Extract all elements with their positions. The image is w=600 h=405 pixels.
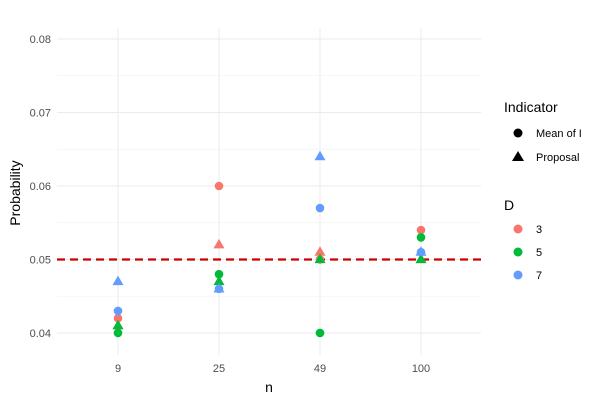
legend-label: Proposal <box>536 152 579 164</box>
point-proposal-d3 <box>314 246 326 256</box>
legend-key-circle <box>513 128 523 138</box>
x-tick-label: 9 <box>115 363 121 375</box>
point-proposal-d5 <box>415 253 427 264</box>
legend-d: D 3 5 7 <box>504 197 542 282</box>
point-proposal-d7 <box>112 275 124 286</box>
y-axis-title: Probability <box>7 160 23 225</box>
point-mean-of-i-d5 <box>315 328 325 338</box>
point-mean-of-i-d5 <box>113 328 123 338</box>
legend-key-d5 <box>513 247 523 257</box>
y-tick-label: 0.04 <box>30 328 51 340</box>
legend-key-d3 <box>513 224 523 234</box>
point-proposal-d5 <box>112 319 124 330</box>
legend-d-title: D <box>504 197 514 213</box>
x-tick-labels: 9 25 49 100 <box>115 363 430 375</box>
legend-label: 3 <box>536 224 542 236</box>
point-mean-of-i-d7 <box>315 203 325 213</box>
grid-lines <box>57 28 481 355</box>
legend-key-triangle <box>512 151 524 161</box>
point-proposal-d3 <box>213 238 225 249</box>
point-proposal-d5 <box>314 253 326 264</box>
y-tick-labels: 0.04 0.05 0.06 0.07 0.08 <box>30 34 51 340</box>
point-proposal-d7 <box>314 150 326 161</box>
point-proposal-d7 <box>213 282 225 293</box>
y-tick-label: 0.05 <box>30 254 51 266</box>
point-mean-of-i-d7 <box>113 306 123 316</box>
point-mean-of-i-d5 <box>416 233 426 242</box>
x-tick-label: 100 <box>412 363 430 375</box>
legend-label: Mean of I <box>536 128 582 140</box>
point-mean-of-i-d3 <box>214 181 224 191</box>
point-mean-of-i-d5 <box>214 269 224 279</box>
legend-label: 5 <box>536 247 542 259</box>
legend-label: 7 <box>536 270 542 282</box>
legend-key-d7 <box>513 270 523 280</box>
x-axis-title: n <box>265 379 273 395</box>
y-tick-label: 0.08 <box>30 34 51 46</box>
legend-indicator: Indicator Mean of I Proposal <box>504 99 582 164</box>
y-tick-label: 0.07 <box>30 108 51 120</box>
point-mean-of-i-d3 <box>416 225 426 235</box>
x-tick-label: 49 <box>314 363 326 375</box>
data-points <box>112 150 427 338</box>
y-tick-label: 0.06 <box>30 181 51 193</box>
point-proposal-d7 <box>415 246 427 256</box>
point-proposal-d5 <box>213 275 225 286</box>
legend-indicator-title: Indicator <box>504 99 558 115</box>
x-tick-label: 25 <box>213 363 225 375</box>
point-mean-of-i-d3 <box>113 313 123 323</box>
